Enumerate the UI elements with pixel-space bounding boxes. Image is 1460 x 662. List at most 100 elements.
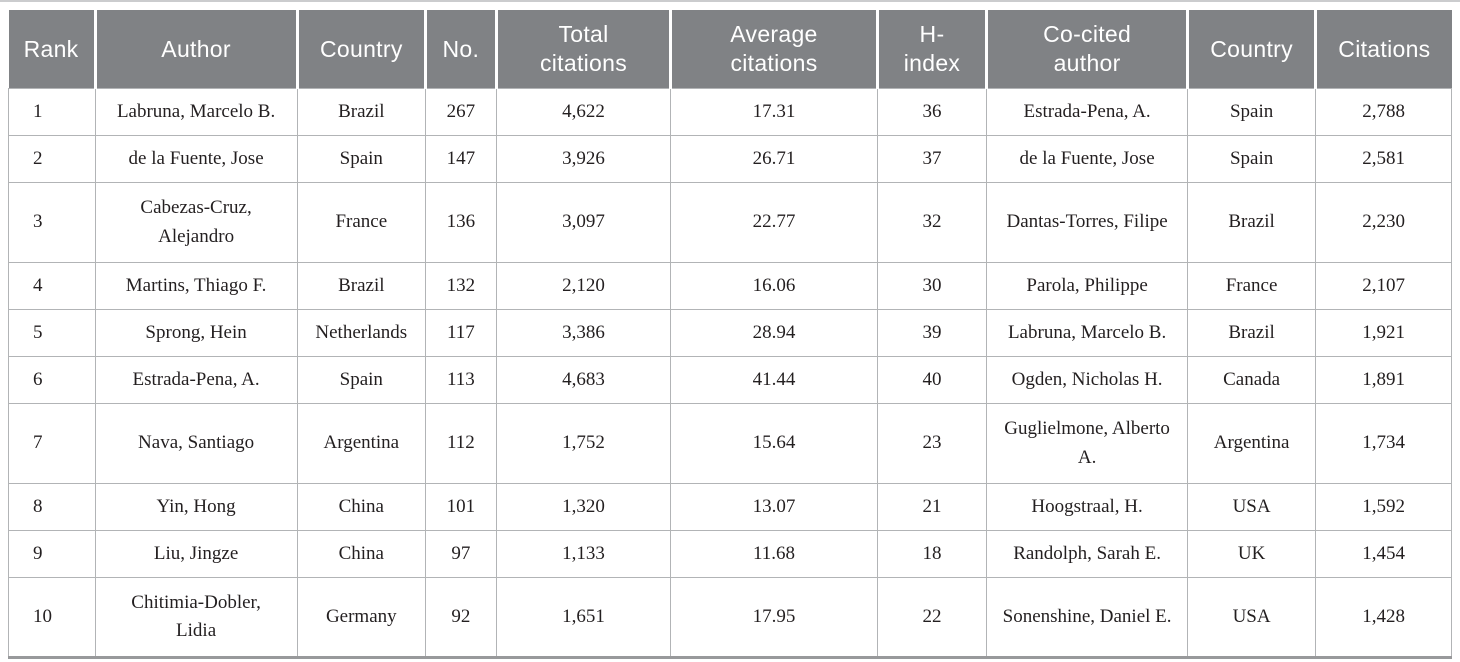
column-header-average_citations: Average citations — [669, 10, 878, 89]
cell-no: 132 — [425, 262, 497, 310]
cell-author: Labruna, Marcelo B. — [94, 88, 298, 136]
cell-no: 117 — [425, 309, 497, 357]
cell-co_cited_citations: 1,921 — [1315, 309, 1452, 357]
cell-rank: 8 — [8, 483, 96, 531]
cell-rank: 4 — [8, 262, 96, 310]
cell-co_cited_country: UK — [1186, 530, 1317, 578]
cell-total_citations: 3,926 — [495, 135, 672, 183]
cell-author: Chitimia-Dobler, Lidia — [94, 577, 298, 658]
cell-co_cited_author: Guglielmone, Alberto A. — [986, 403, 1188, 484]
cell-total_citations: 1,320 — [495, 483, 672, 531]
column-header-co_cited_citations: Citations — [1314, 10, 1452, 89]
cell-h_index: 40 — [876, 356, 988, 404]
cell-h_index: 30 — [876, 262, 988, 310]
cell-rank: 6 — [8, 356, 96, 404]
cell-total_citations: 2,120 — [495, 262, 672, 310]
column-header-co_cited_author: Co-cited author — [985, 10, 1188, 89]
column-header-rank: Rank — [8, 10, 96, 89]
cell-rank: 1 — [8, 88, 96, 136]
cell-co_cited_citations: 2,788 — [1315, 88, 1452, 136]
cell-country: China — [296, 483, 427, 531]
table-row: 6 Estrada-Pena, A. Spain 113 4,683 41.44 40 Ogd… — [8, 356, 1452, 404]
cell-author: Estrada-Pena, A. — [94, 356, 298, 404]
cell-total_citations: 3,386 — [495, 309, 672, 357]
table-row: 7 Nava, Santiago Argentina 112 1,752 15.64 23 G… — [8, 403, 1452, 484]
cell-co_cited_author: Dantas-Torres, Filipe — [986, 182, 1188, 263]
table-row: 10 Chitimia-Dobler, Lidia Germany 92 1,651 17… — [8, 577, 1452, 658]
cell-author: Sprong, Hein — [94, 309, 298, 357]
cell-country: Spain — [296, 356, 427, 404]
cell-no: 101 — [425, 483, 497, 531]
column-header-total_citations: Total citations — [494, 10, 671, 89]
cell-no: 267 — [425, 88, 497, 136]
cell-co_cited_citations: 1,592 — [1315, 483, 1452, 531]
table-row: 9 Liu, Jingze China 97 1,133 11.68 18 Randolph,… — [8, 530, 1452, 578]
cell-co_cited_citations: 1,428 — [1315, 577, 1452, 658]
cell-co_cited_country: France — [1186, 262, 1317, 310]
cell-co_cited_country: Brazil — [1186, 182, 1317, 263]
cell-h_index: 36 — [876, 88, 988, 136]
cell-co_cited_author: Parola, Philippe — [986, 262, 1188, 310]
cell-country: Brazil — [296, 262, 427, 310]
cell-total_citations: 1,651 — [495, 577, 672, 658]
cell-co_cited_country: USA — [1186, 483, 1317, 531]
cell-rank: 3 — [8, 182, 96, 263]
cell-h_index: 32 — [876, 182, 988, 263]
cell-author: Nava, Santiago — [94, 403, 298, 484]
table-row: 2 de la Fuente, Jose Spain 147 3,926 26.71 37 d… — [8, 135, 1452, 183]
cell-average_citations: 28.94 — [670, 309, 878, 357]
cell-country: Spain — [296, 135, 427, 183]
cell-author: Liu, Jingze — [94, 530, 298, 578]
cell-country: France — [296, 182, 427, 263]
cell-co_cited_country: Spain — [1186, 135, 1317, 183]
authors-table: Rank Author Country No. Total citations Avera… — [8, 10, 1452, 659]
cell-total_citations: 4,622 — [495, 88, 672, 136]
top-rule-divider — [0, 0, 1460, 2]
cell-author: Martins, Thiago F. — [94, 262, 298, 310]
cell-co_cited_author: Hoogstraal, H. — [986, 483, 1188, 531]
cell-average_citations: 13.07 — [670, 483, 878, 531]
cell-average_citations: 26.71 — [670, 135, 878, 183]
cell-average_citations: 17.31 — [670, 88, 878, 136]
cell-author: Cabezas-Cruz, Alejandro — [94, 182, 298, 263]
column-header-h_index: H- index — [875, 10, 987, 89]
cell-rank: 2 — [8, 135, 96, 183]
cell-no: 136 — [425, 182, 497, 263]
cell-average_citations: 22.77 — [670, 182, 878, 263]
cell-rank: 5 — [8, 309, 96, 357]
cell-no: 97 — [425, 530, 497, 578]
cell-h_index: 39 — [876, 309, 988, 357]
cell-average_citations: 11.68 — [670, 530, 878, 578]
cell-no: 147 — [425, 135, 497, 183]
cell-author: Yin, Hong — [94, 483, 298, 531]
cell-no: 113 — [425, 356, 497, 404]
cell-co_cited_author: Ogden, Nicholas H. — [986, 356, 1188, 404]
cell-co_cited_author: de la Fuente, Jose — [986, 135, 1188, 183]
cell-country: Argentina — [296, 403, 427, 484]
cell-h_index: 37 — [876, 135, 988, 183]
cell-rank: 10 — [8, 577, 96, 658]
cell-average_citations: 17.95 — [670, 577, 878, 658]
cell-country: Netherlands — [296, 309, 427, 357]
cell-co_cited_citations: 2,230 — [1315, 182, 1452, 263]
cell-co_cited_country: Canada — [1186, 356, 1317, 404]
cell-rank: 7 — [8, 403, 96, 484]
cell-co_cited_citations: 1,891 — [1315, 356, 1452, 404]
cell-co_cited_author: Estrada-Pena, A. — [986, 88, 1188, 136]
cell-h_index: 21 — [876, 483, 988, 531]
cell-country: China — [296, 530, 427, 578]
table-header-row: Rank Author Country No. Total citations Avera… — [8, 10, 1452, 89]
cell-co_cited_country: Argentina — [1186, 403, 1317, 484]
cell-co_cited_citations: 1,734 — [1315, 403, 1452, 484]
cell-co_cited_country: Spain — [1186, 88, 1317, 136]
column-header-no: No. — [424, 10, 497, 89]
table-row: 3 Cabezas-Cruz, Alejandro France 136 3,097 22… — [8, 182, 1452, 263]
cell-co_cited_country: Brazil — [1186, 309, 1317, 357]
cell-total_citations: 3,097 — [495, 182, 672, 263]
cell-co_cited_citations: 2,581 — [1315, 135, 1452, 183]
cell-total_citations: 4,683 — [495, 356, 672, 404]
cell-total_citations: 1,752 — [495, 403, 672, 484]
cell-co_cited_citations: 2,107 — [1315, 262, 1452, 310]
table-row: 8 Yin, Hong China 101 1,320 13.07 21 Hoogstraal… — [8, 483, 1452, 531]
